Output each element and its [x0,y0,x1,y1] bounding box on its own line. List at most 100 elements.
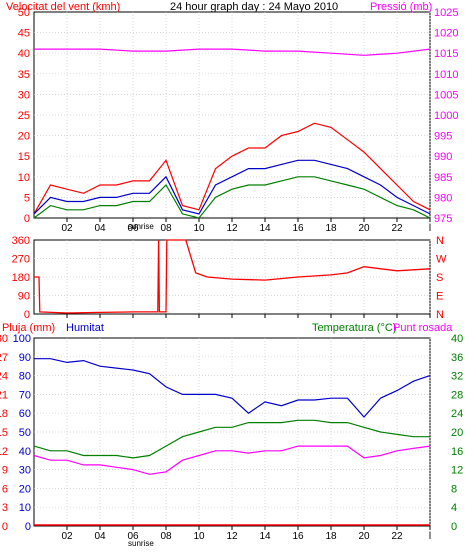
x-tick-label: 16 [292,223,304,234]
chart2-grid [34,240,431,314]
humidity-tick-label: 0 [25,521,31,533]
x-tick-label: l [429,223,431,234]
rain-tick-label: 27 [0,352,8,364]
sunrise-label-3: sunrise [128,539,154,548]
x-tick-label: 18 [325,531,337,542]
humidity-tick-label: 50 [19,427,31,439]
x-tick-label: 22 [391,223,403,234]
direction-tick-label: 180 [12,272,30,284]
temperature-tick-label: 24 [451,408,463,420]
rain-tick-label: 24 [0,371,8,383]
wind-tick-label: 40 [18,48,30,60]
x-tick-label: 16 [292,531,304,542]
wind-tick-label: 35 [18,69,30,81]
x-tick-label: 12 [226,223,238,234]
chart1-series [33,48,431,219]
direction-tick-label: 270 [12,254,30,266]
pressure-tick-label: 995 [434,131,452,143]
series-line-temperatura-c- [33,419,430,459]
rain-tick-label: 18 [0,408,8,420]
wind-tick-label: 50 [18,7,30,19]
wind-tick-label: 45 [18,28,30,40]
sunrise-label-1: sunrise [128,222,154,231]
compass-tick-label: E [436,291,443,303]
x-tick-label: l [429,531,431,542]
pressure-tick-label: 1010 [434,69,458,81]
series-line-velocitat-del-vent-kmh- [33,122,431,215]
wind-tick-label: 25 [18,110,30,122]
x-tick-label: 08 [160,531,172,542]
humidity-tick-label: 20 [19,483,31,495]
series-line-gust [33,159,431,215]
direction-tick-label: 90 [18,291,30,303]
rain-tick-label: 9 [2,465,8,477]
x-tick-label: 10 [193,531,205,542]
temperature-tick-label: 16 [451,446,463,458]
compass-tick-label: N [436,235,444,247]
pressure-tick-label: 1005 [434,89,458,101]
temperature-tick-label: 0 [451,521,457,533]
compass-tick-label: W [436,254,447,266]
direction-tick-label: 360 [12,235,30,247]
rain-tick-label: 30 [0,333,8,345]
series-line-pressi-mb- [34,48,431,56]
temperature-tick-label: 4 [451,502,457,514]
wind-tick-label: 15 [18,151,30,163]
x-tick-label: 12 [226,531,238,542]
pressure-tick-label: 1015 [434,48,458,60]
wind-tick-label: 0 [24,213,30,225]
temperature-axis-label: Temperatura (°C) [312,322,396,334]
x-tick-label: 18 [325,223,337,234]
pressure-tick-label: 985 [434,172,452,184]
chart1-title: 24 hour graph day : 24 Mayo 2010 [170,1,338,13]
rain-tick-label: 21 [0,389,8,401]
pressure-tick-label: 1025 [434,7,458,19]
x-tick-label: 04 [94,223,106,234]
series-line-humitat [34,358,431,418]
x-tick-label: 14 [259,223,271,234]
compass-tick-label: N [436,309,444,321]
humidity-tick-label: 30 [19,465,31,477]
temperature-tick-label: 28 [451,389,463,401]
humidity-axis-label: Humitat [66,322,104,334]
chart2-series [34,239,431,314]
humidity-tick-label: 80 [19,371,31,383]
wind-tick-label: 5 [24,192,30,204]
humidity-tick-label: 10 [19,502,31,514]
pressure-tick-label: 980 [434,192,452,204]
pressure-tick-label: 975 [434,213,452,225]
direction-tick-label: 0 [24,309,30,321]
humidity-tick-label: 70 [19,389,31,401]
humidity-tick-label: 90 [19,352,31,364]
x-tick-label: 14 [259,531,271,542]
rain-tick-label: 6 [2,483,8,495]
rain-axis-label: Pluja (mm) [2,322,55,334]
x-tick-label: 08 [160,223,172,234]
rain-tick-label: 12 [0,446,8,458]
series-line-punt-rosada [33,445,431,475]
temperature-tick-label: 32 [451,371,463,383]
compass-tick-label: S [436,272,443,284]
pressure-tick-label: 1020 [434,28,458,40]
temperature-tick-label: 20 [451,427,463,439]
chart3-series [33,358,431,526]
x-tick-label: 06 [127,531,139,542]
chart1-ticks: 02 04 06 08 10 12 14 16 18 20 22 l05101520253035404… [18,7,459,234]
wind-tick-label: 30 [18,89,30,101]
rain-tick-label: 0 [2,521,8,533]
dew-point-axis-label: Punt rosada [393,322,453,334]
rain-tick-label: 3 [2,502,8,514]
humidity-tick-label: 60 [19,408,31,420]
wind-tick-label: 10 [18,172,30,184]
pressure-tick-label: 1000 [434,110,458,122]
wind-speed-axis-label: Velocitat del vent (kmh) [6,1,120,13]
chart3-ticks: 0 20 4 06 08 10 12 14 16 18 20 22 l 0 3 6 9 12 15 18 21 24 27 3… [0,333,463,542]
humidity-tick-label: 40 [19,446,31,458]
x-tick-label: 06 [127,223,139,234]
humidity-tick-label: 100 [13,333,31,345]
rain-tick-label: 15 [0,427,8,439]
x-tick-label: 22 [391,531,403,542]
